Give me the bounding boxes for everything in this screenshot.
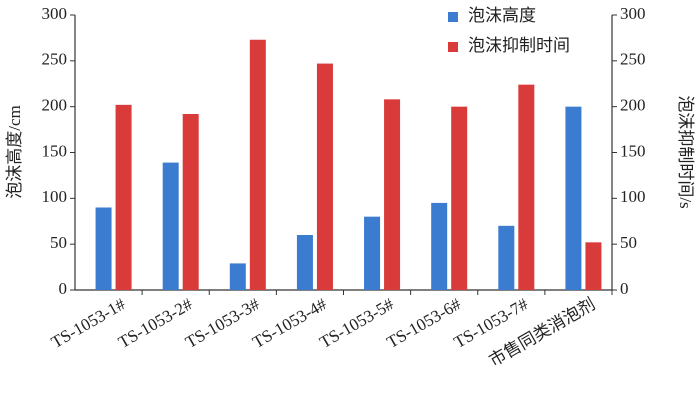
y2-tick-label: 300 [620,4,646,23]
x-tick-label: TS-1053-1# [48,294,129,352]
y2-tick-label: 250 [620,50,646,69]
bar [431,202,448,290]
bar [249,39,266,290]
bar [316,63,333,291]
bar [585,242,602,290]
bar [162,162,179,290]
y2-tick-label: 200 [620,96,646,115]
bar [498,225,515,290]
y2-axis-label: 泡沫抑制时间/s [676,95,695,208]
x-tick-label: TS-1053-3# [182,294,263,352]
bar [182,114,199,290]
bar [565,106,582,291]
y2-tick-label: 100 [620,187,646,206]
bar [115,104,132,290]
legend-label: 泡沫抑制时间 [468,36,570,55]
legend-swatch [448,42,458,52]
y-axis-label: 泡沫高度/cm [5,105,24,199]
x-tick-label: TS-1053-4# [249,294,330,352]
bar [95,207,112,290]
bar [364,216,381,290]
legend-label: 泡沫高度 [468,6,536,25]
x-tick-label: TS-1053-2# [115,294,196,352]
y-tick-label: 300 [42,4,68,23]
y-tick-label: 0 [59,279,68,298]
x-tick-label: TS-1053-5# [316,294,397,352]
y2-tick-label: 150 [620,141,646,160]
y-tick-label: 100 [42,187,68,206]
y2-tick-label: 0 [620,279,629,298]
bar [518,84,535,291]
bar [384,99,401,290]
y-tick-label: 150 [42,141,68,160]
bar [296,235,313,290]
y2-tick-label: 50 [620,233,637,252]
x-tick-label: TS-1053-6# [383,294,464,352]
bar [229,263,246,290]
y-tick-label: 50 [50,233,67,252]
legend-swatch [448,12,458,22]
bar [451,106,468,291]
y-tick-label: 200 [42,96,68,115]
y-tick-label: 250 [42,50,68,69]
